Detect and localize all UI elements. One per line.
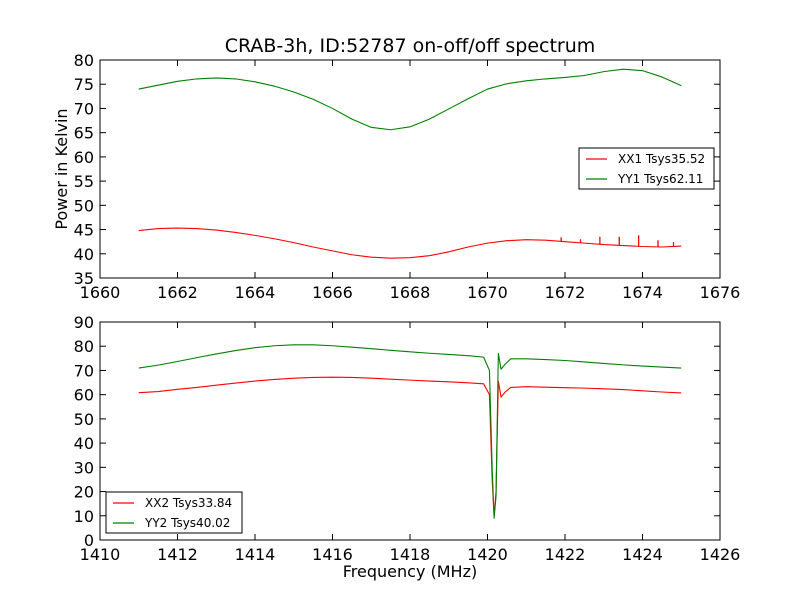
x-tick-label: 1664 <box>235 283 276 302</box>
legend: XX1 Tsys35.52 YY1 Tsys62.11 <box>578 147 715 190</box>
series-line-2 <box>138 68 682 131</box>
x-tick-label: 1674 <box>622 283 663 302</box>
y-tick-label: 60 <box>74 148 94 167</box>
x-tick-label: 1660 <box>80 283 121 302</box>
y-tick-label: 30 <box>74 458 94 477</box>
y-tick-label: 70 <box>74 361 94 380</box>
y-tick-label: 80 <box>74 337 94 356</box>
y-tick-label: 70 <box>74 99 94 118</box>
top-panel: CRAB-3h, ID:52787 on-off/off spectrum 166… <box>52 35 740 302</box>
legend-entry-2: YY1 Tsys62.11 <box>617 172 703 186</box>
y-tick-label: 50 <box>74 410 94 429</box>
y-tick-label: 35 <box>74 269 94 288</box>
x-tick-label: 1666 <box>312 283 353 302</box>
legend-entry-1: XX1 Tsys35.52 <box>618 152 705 166</box>
series-line-1 <box>138 227 682 259</box>
y-tick-label: 0 <box>84 531 94 550</box>
bottom-panel: 1410 1412 1414 1416 1418 1420 1422 1424 1426 0 10 2… <box>74 313 741 581</box>
x-tick-label: 1410 <box>80 545 121 564</box>
y-tick-label: 65 <box>74 124 94 143</box>
x-tick-label: 1422 <box>545 545 586 564</box>
legend: XX2 Tsys33.84 YY2 Tsys40.02 <box>105 491 243 534</box>
x-axis-label: Frequency (MHz) <box>343 562 477 581</box>
y-tick-label: 55 <box>74 172 94 191</box>
x-tick-label: 1662 <box>157 283 198 302</box>
x-tick-label: 1416 <box>312 545 353 564</box>
series-line-1 <box>138 376 682 517</box>
x-tick-label: 1426 <box>700 545 741 564</box>
y-tick-label: 50 <box>74 196 94 215</box>
x-tick-label: 1414 <box>235 545 276 564</box>
y-tick-label: 90 <box>74 313 94 332</box>
x-tick-label: 1676 <box>700 283 741 302</box>
y-tick-label: 45 <box>74 221 94 240</box>
x-tick-label: 1672 <box>545 283 586 302</box>
legend-entry-1: XX2 Tsys33.84 <box>145 496 232 510</box>
chart-title: CRAB-3h, ID:52787 on-off/off spectrum <box>225 35 596 57</box>
x-tick-label: 1670 <box>467 283 508 302</box>
x-tick-label: 1412 <box>157 545 198 564</box>
x-tick-label: 1424 <box>622 545 663 564</box>
y-tick-label: 75 <box>74 75 94 94</box>
y-tick-label: 40 <box>74 434 94 453</box>
y-tick-label: 10 <box>74 507 94 526</box>
y-tick-label: 20 <box>74 483 94 502</box>
x-tick-label: 1668 <box>390 283 431 302</box>
x-tick-label: 1420 <box>467 545 508 564</box>
legend-box <box>105 491 243 534</box>
y-axis-label: Power in Kelvin <box>52 108 71 229</box>
legend-box <box>578 147 715 190</box>
y-tick-label: 80 <box>74 51 94 70</box>
y-tick-label: 60 <box>74 386 94 405</box>
series-line-2 <box>138 344 682 519</box>
x-tick-label: 1418 <box>390 545 431 564</box>
y-tick-label: 40 <box>74 245 94 264</box>
legend-entry-2: YY2 Tsys40.02 <box>144 516 230 530</box>
